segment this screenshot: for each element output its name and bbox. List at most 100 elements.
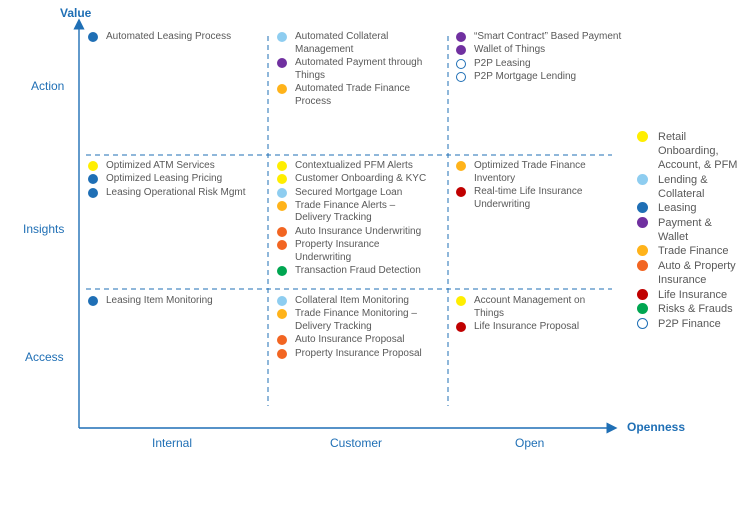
use-case-item: P2P Mortgage Lending: [456, 71, 638, 84]
legend-dot-icon: [637, 202, 648, 214]
legend-dot-icon: [637, 173, 648, 185]
use-case-label: Transaction Fraud Detection: [295, 265, 421, 277]
use-case-item: Property Insurance Underwriting: [277, 239, 445, 264]
use-case-label: Automated Leasing Process: [106, 31, 232, 42]
use-case-label: Leasing Operational Risk Mgmt: [106, 186, 246, 198]
use-case-item: Auto Insurance Underwriting: [277, 226, 445, 239]
use-case-item: “Smart Contract” Based Payment: [456, 31, 638, 44]
category-dot-icon: [277, 187, 287, 198]
use-case-label: Account Management on Things: [474, 295, 586, 319]
legend-item-trade: Trade Finance: [637, 244, 752, 258]
use-case-label: Secured Mortgage Loan: [295, 186, 403, 198]
use-case-item: Real-time Life Insurance Underwriting: [456, 186, 638, 211]
legend-dot-icon: [637, 317, 648, 329]
use-case-label: Customer Onboarding & KYC: [295, 173, 427, 185]
legend-dot-icon: [637, 216, 648, 228]
use-case-item: Automated Leasing Process: [88, 31, 266, 44]
row-label-access: Access: [25, 350, 64, 364]
legend-label: Life Insurance: [658, 288, 728, 301]
use-case-item: Contextualized PFM Alerts: [277, 160, 445, 173]
category-dot-icon: [88, 32, 98, 42]
category-dot-icon: [277, 161, 287, 171]
category-dot-icon: [277, 296, 287, 306]
use-case-item: P2P Leasing: [456, 58, 638, 71]
use-case-item: Trade Finance Alerts – Delivery Tracking: [277, 200, 445, 225]
use-case-item: Automated Payment through Things: [277, 57, 445, 82]
use-case-label: P2P Mortgage Lending: [474, 70, 577, 82]
use-case-label: Property Insurance Underwriting: [295, 239, 380, 263]
legend-item-life: Life Insurance: [637, 288, 752, 302]
use-case-label: Automated Collateral Management: [295, 31, 389, 55]
legend-item-auto: Auto & Property Insurance: [637, 259, 752, 287]
use-case-item: Property Insurance Proposal: [277, 348, 445, 361]
use-case-item: Wallet of Things: [456, 44, 638, 57]
use-case-item: Leasing Item Monitoring: [88, 295, 266, 308]
use-case-item: Optimized Trade Finance Inventory: [456, 160, 638, 185]
category-dot-icon: [456, 296, 466, 306]
use-case-label: P2P Leasing: [474, 57, 531, 69]
use-case-label: Optimized Trade Finance Inventory: [474, 160, 586, 184]
use-case-label: Auto Insurance Proposal: [295, 334, 405, 346]
use-case-label: Optimized ATM Services: [106, 160, 215, 171]
category-dot-icon: [277, 266, 287, 277]
legend-dot-icon: [637, 245, 648, 257]
use-case-item: Auto Insurance Proposal: [277, 334, 445, 347]
category-dot-icon: [88, 296, 98, 306]
column-label-internal: Internal: [152, 436, 193, 450]
legend-item-leasing: Leasing: [637, 201, 752, 215]
use-case-label: Automated Payment through Things: [295, 57, 423, 81]
row-label-action: Action: [31, 79, 65, 93]
use-case-label: Wallet of Things: [474, 44, 546, 56]
category-dot-icon: [456, 161, 466, 171]
use-case-label: Property Insurance Proposal: [295, 347, 422, 359]
use-case-label: Collateral Item Monitoring: [295, 295, 409, 306]
use-case-item: Trade Finance Monitoring – Delivery Trac…: [277, 308, 445, 333]
legend-item-lending: Lending & Collateral: [637, 173, 752, 201]
legend-label: Trade Finance: [658, 245, 729, 258]
row-label-insights: Insights: [23, 222, 65, 236]
category-dot-icon: [456, 32, 466, 42]
legend-label: Auto & Property Insurance: [658, 260, 736, 286]
legend-label: Risks & Frauds: [658, 303, 733, 316]
legend-item-payment: Payment & Wallet: [637, 216, 752, 244]
use-case-item: Customer Onboarding & KYC: [277, 173, 445, 186]
use-case-label: Leasing Item Monitoring: [106, 295, 213, 306]
category-dot-icon: [88, 174, 98, 185]
category-dot-icon: [277, 309, 287, 320]
use-case-item: Automated Trade Finance Process: [277, 83, 445, 108]
column-label-open: Open: [515, 436, 545, 450]
legend-dot-icon: [637, 260, 648, 271]
use-case-label: Contextualized PFM Alerts: [295, 160, 413, 171]
legend-dot-icon: [637, 288, 648, 300]
category-dot-icon: [277, 227, 287, 237]
category-dot-icon: [277, 32, 287, 42]
legend-dot-icon: [637, 131, 648, 142]
use-case-label: Life Insurance Proposal: [474, 321, 580, 333]
legend-item-retail: Retail Onboarding, Account, & PFM: [637, 130, 752, 172]
legend-label: Retail Onboarding, Account, & PFM: [658, 131, 738, 171]
category-dot-icon: [277, 200, 287, 211]
use-case-label: Optimized Leasing Pricing: [106, 173, 223, 185]
use-case-item: Collateral Item Monitoring: [277, 295, 445, 308]
use-case-label: Trade Finance Alerts – Delivery Tracking: [295, 199, 396, 224]
use-case-label: Auto Insurance Underwriting: [295, 226, 422, 237]
legend-item-risk: Risks & Frauds: [637, 302, 752, 316]
use-case-label: Trade Finance Monitoring – Delivery Trac…: [295, 308, 417, 332]
category-dot-icon: [456, 71, 466, 82]
use-case-label: Automated Trade Finance Process: [295, 83, 411, 107]
use-case-item: Secured Mortgage Loan: [277, 187, 445, 200]
category-dot-icon: [456, 45, 466, 56]
legend-label: Lending & Collateral: [658, 173, 708, 200]
legend-item-p2p: P2P Finance: [637, 317, 752, 331]
category-dot-icon: [88, 187, 98, 198]
use-case-item: Optimized Leasing Pricing: [88, 173, 266, 186]
use-case-label: Real-time Life Insurance Underwriting: [474, 186, 583, 210]
category-dot-icon: [277, 84, 287, 95]
category-dot-icon: [456, 187, 466, 198]
use-case-item: Automated Collateral Management: [277, 31, 445, 56]
category-dot-icon: [277, 348, 287, 359]
legend-label: P2P Finance: [658, 317, 721, 330]
legend-label: Payment & Wallet: [658, 216, 712, 243]
category-dot-icon: [456, 322, 466, 333]
